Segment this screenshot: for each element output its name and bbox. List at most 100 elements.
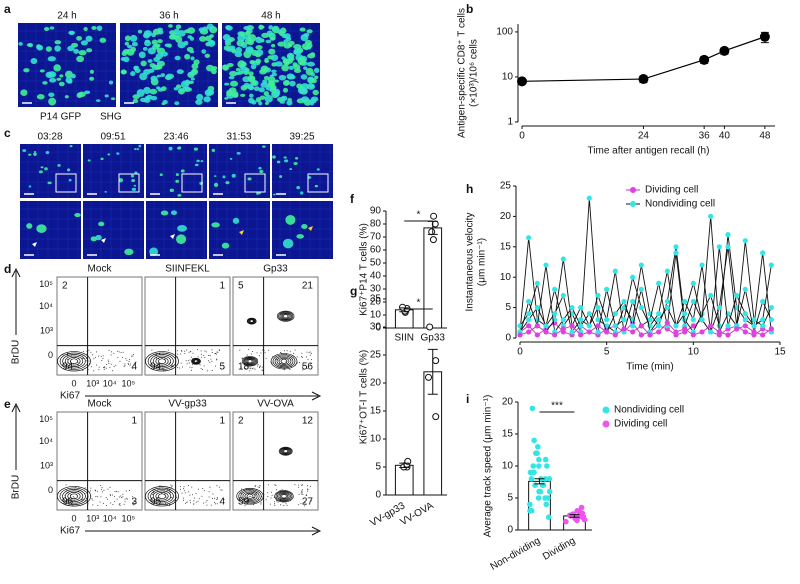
event [214,501,216,503]
event [127,363,129,365]
event [247,366,249,368]
cell [36,94,45,100]
event [216,498,218,500]
cell [284,61,290,66]
event [124,365,126,367]
cell [232,93,239,98]
event [109,495,111,497]
event [120,352,122,354]
data-point [526,311,532,317]
cell [261,32,269,39]
cell [56,77,62,81]
cell [30,58,38,65]
cell [190,77,195,81]
data-point [742,238,748,244]
event [293,352,295,354]
event [201,495,203,497]
cell [300,191,304,195]
data-point [742,323,748,329]
contour [150,354,174,369]
cell [26,43,32,47]
legend-marker [602,406,610,414]
quadrant-percent: 94 [62,362,74,373]
event [208,491,210,493]
event [303,364,305,366]
legend-label: Dividing cell [645,185,698,196]
data-point [708,329,714,335]
contour [246,493,254,499]
event [197,356,199,358]
event [200,350,202,352]
contour [274,355,294,368]
channel-label: P14 GFP [40,112,81,123]
x-tick-label: 10⁴ [103,378,117,388]
cell [236,151,241,155]
axis-arrow [85,526,322,536]
event [195,501,197,503]
significance-label: *** [551,401,563,412]
event [299,362,301,364]
event [123,503,125,505]
event [177,350,179,352]
cell [250,63,257,70]
y-tick-label: 10⁴ [39,436,53,446]
y-axis-label: Ki67⁺P14 T cells (%) [359,223,370,316]
cell [262,145,266,148]
event [81,499,83,501]
event [301,490,303,492]
data-point [546,488,553,495]
contour [246,358,254,364]
arrowhead [239,230,244,235]
event [133,501,135,503]
event [183,486,185,488]
event [67,498,69,500]
data-point [552,332,558,338]
cell [104,190,108,193]
cell [264,57,269,63]
contour [150,489,174,504]
data-point [595,305,601,311]
data-point [656,317,662,323]
cell [156,74,162,78]
event [300,355,302,357]
series-line [519,216,772,334]
y-tick-label: 0 [375,490,381,501]
cell [76,35,83,41]
event [203,354,205,356]
contour [155,357,169,366]
cell [297,57,306,66]
cell [76,55,85,63]
data-point [673,323,679,329]
cell [49,26,55,30]
event [189,494,191,496]
event [177,353,179,355]
event [109,494,111,496]
event [253,367,255,369]
event [113,353,115,355]
cell [168,146,173,151]
cell [293,161,298,165]
cell [258,101,263,106]
event [171,486,173,488]
cell [226,89,233,97]
contour [272,354,296,369]
panel-letter: f [350,192,355,206]
y-tick-label: 25 [370,350,382,361]
micrograph [272,144,333,198]
event [268,349,270,351]
data-point [630,298,636,305]
data-point [542,476,549,482]
event [306,485,308,487]
micrograph [20,201,81,259]
event [259,485,261,487]
cell [168,24,173,28]
event [116,498,118,500]
event [310,352,312,354]
event [256,365,258,367]
y-tick-label: 30 [370,322,382,333]
event [182,497,184,499]
plot-frame [56,411,143,511]
data-point [621,326,627,332]
panel-letter: d [4,262,11,276]
event [283,505,285,507]
